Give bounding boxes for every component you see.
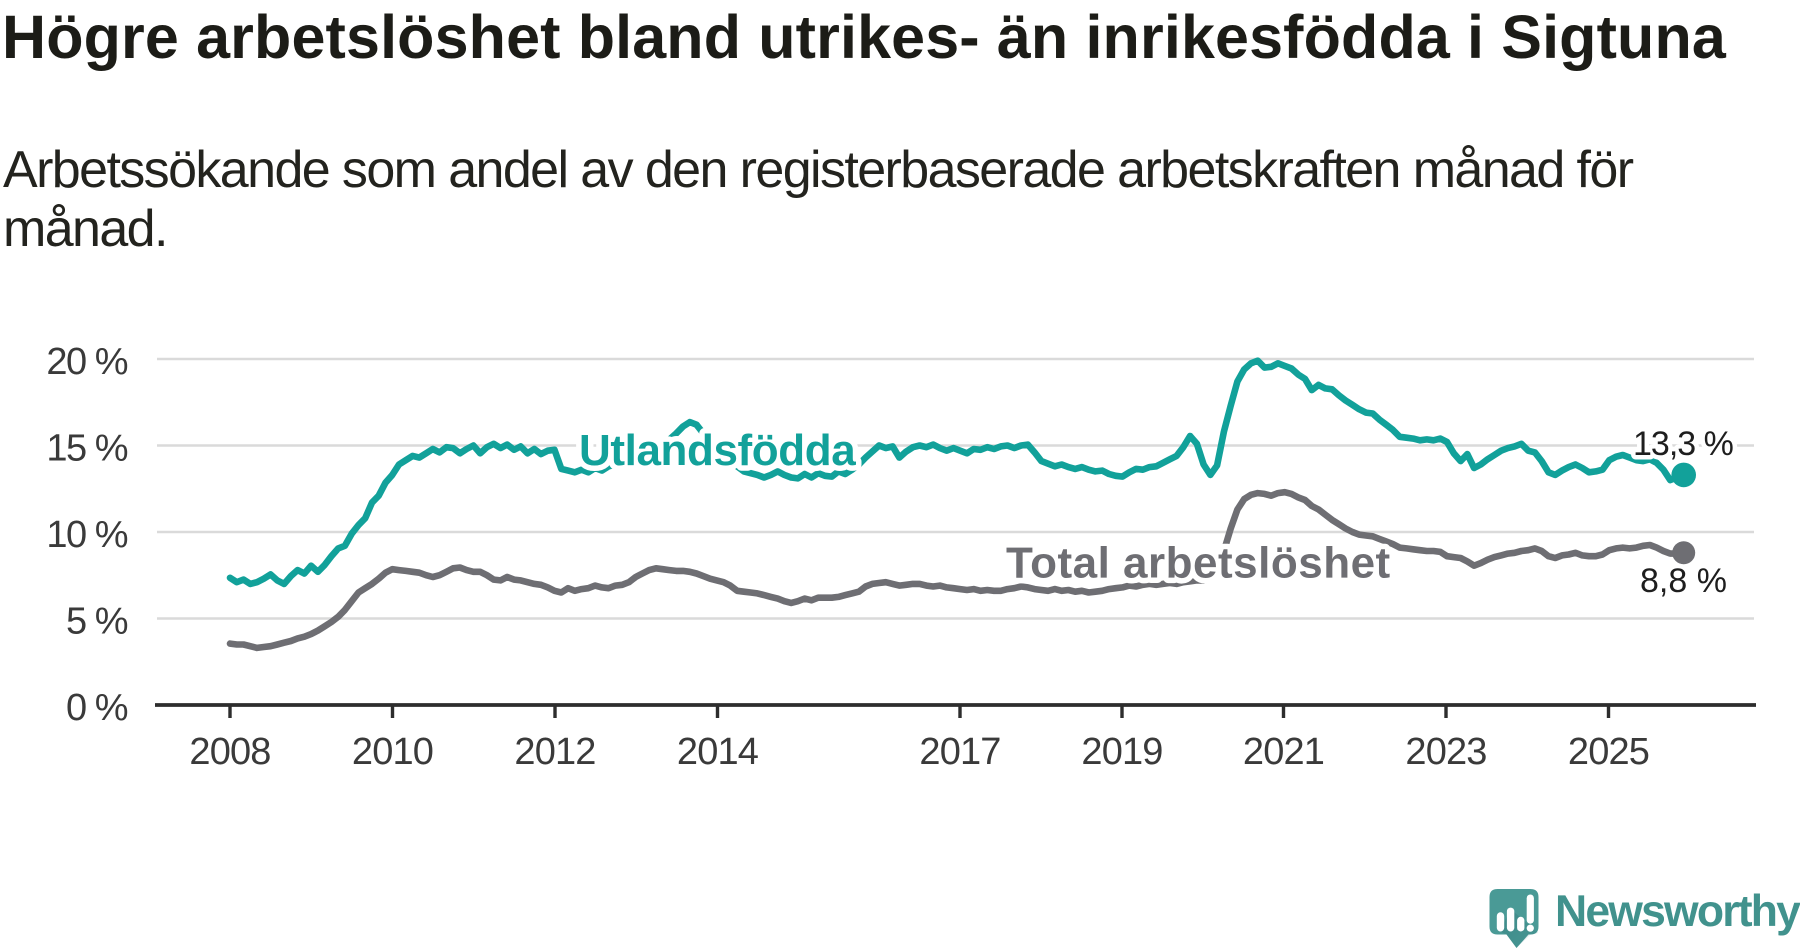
svg-text:Utlandsfödda: Utlandsfödda xyxy=(579,426,856,475)
svg-text:2008: 2008 xyxy=(189,731,270,773)
svg-text:månad.: månad. xyxy=(3,200,167,258)
svg-text:2017: 2017 xyxy=(919,731,1000,773)
svg-text:20 %: 20 % xyxy=(46,341,127,383)
svg-text:13,3 %: 13,3 % xyxy=(1633,425,1734,463)
svg-text:15 %: 15 % xyxy=(46,428,127,470)
svg-text:2010: 2010 xyxy=(352,731,433,773)
svg-text:2021: 2021 xyxy=(1243,731,1324,773)
svg-text:Högre arbetslöshet bland utrik: Högre arbetslöshet bland utrikes- än inr… xyxy=(2,3,1727,71)
svg-text:5 %: 5 % xyxy=(66,601,128,643)
svg-text:2012: 2012 xyxy=(514,731,595,773)
svg-text:Newsworthy: Newsworthy xyxy=(1555,887,1800,936)
svg-text:2019: 2019 xyxy=(1081,731,1162,773)
svg-text:8,8 %: 8,8 % xyxy=(1640,562,1727,600)
svg-text:13,3 %: 13,3 % xyxy=(1633,425,1734,463)
svg-text:Total arbetslöshet: Total arbetslöshet xyxy=(1006,539,1391,588)
svg-text:10 %: 10 % xyxy=(46,514,127,556)
svg-text:2014: 2014 xyxy=(677,731,759,773)
svg-text:0 %: 0 % xyxy=(66,687,128,729)
svg-text:8,8 %: 8,8 % xyxy=(1640,562,1727,600)
svg-text:Total arbetslöshet: Total arbetslöshet xyxy=(1006,539,1391,588)
svg-text:2023: 2023 xyxy=(1405,731,1486,773)
svg-text:2025: 2025 xyxy=(1568,731,1649,773)
svg-text:Utlandsfödda: Utlandsfödda xyxy=(579,426,856,475)
svg-text:Arbetssökande som andel av den: Arbetssökande som andel av den registerb… xyxy=(3,141,1634,199)
